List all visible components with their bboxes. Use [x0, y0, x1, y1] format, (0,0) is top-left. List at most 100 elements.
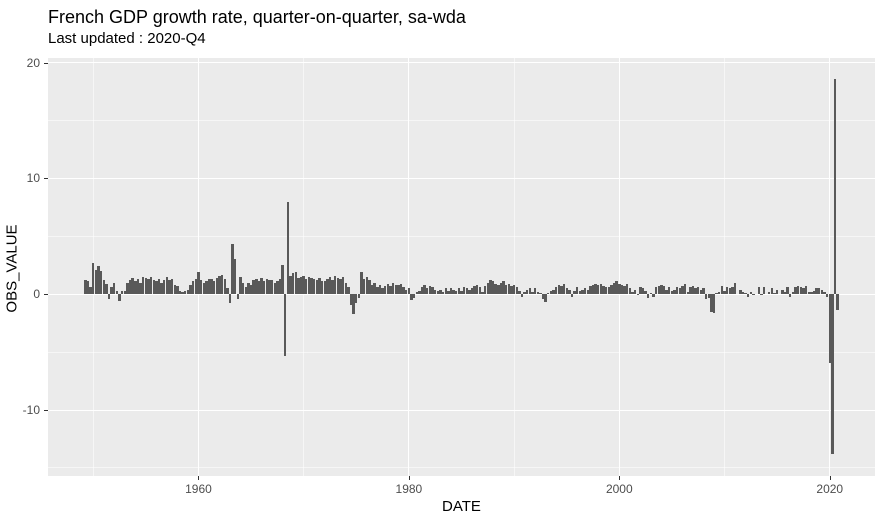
bar	[636, 294, 639, 296]
bar	[568, 289, 571, 295]
bar	[741, 291, 745, 295]
bar	[810, 291, 813, 295]
bar	[491, 281, 495, 295]
bar	[786, 287, 789, 295]
bar	[173, 284, 176, 295]
bar	[836, 294, 839, 311]
bar	[739, 289, 742, 295]
bar	[349, 294, 353, 305]
bar	[107, 294, 111, 299]
x-axis-tick	[829, 476, 831, 480]
bar	[610, 284, 613, 295]
bar	[223, 279, 226, 295]
bar	[654, 287, 658, 295]
gridline-y-minor	[48, 235, 875, 237]
bar	[181, 291, 184, 295]
bar	[789, 294, 792, 297]
bar	[599, 283, 603, 295]
bar	[176, 286, 179, 295]
bar	[520, 294, 524, 297]
bar	[781, 289, 784, 295]
bar	[402, 287, 405, 295]
bar	[731, 287, 734, 295]
bar	[476, 284, 479, 295]
bar	[612, 282, 616, 295]
bar	[591, 284, 595, 295]
bar	[236, 294, 240, 299]
y-tick-label: 10	[26, 171, 40, 186]
bar	[460, 290, 463, 295]
bar	[113, 282, 116, 295]
bar	[518, 290, 521, 295]
bar	[468, 289, 471, 295]
bar	[820, 289, 824, 295]
bar	[415, 291, 418, 295]
bar	[294, 272, 297, 295]
chart-title: French GDP growth rate, quarter-on-quart…	[48, 7, 466, 27]
bar	[631, 291, 634, 295]
bar	[384, 286, 387, 295]
bar	[252, 280, 255, 295]
gridline-y-major	[48, 62, 875, 64]
bar	[89, 287, 92, 295]
bar	[120, 290, 124, 295]
bar	[552, 289, 555, 295]
bar	[149, 276, 153, 295]
bar	[397, 284, 400, 295]
bar	[665, 289, 668, 295]
bar	[97, 266, 100, 295]
bar	[699, 289, 703, 295]
gridline-x-major	[618, 58, 620, 476]
gridline-x-minor	[513, 58, 515, 476]
bar	[389, 286, 392, 295]
bar	[757, 287, 760, 295]
bar	[331, 280, 334, 295]
bar	[483, 286, 487, 295]
bar	[773, 293, 776, 295]
bar	[418, 290, 421, 295]
bar	[341, 276, 345, 295]
bar	[649, 293, 653, 295]
bar	[142, 276, 145, 295]
bar	[405, 289, 408, 295]
bar	[428, 286, 432, 295]
bar	[478, 287, 482, 295]
bar	[770, 288, 774, 295]
bar	[526, 289, 529, 295]
bar	[410, 294, 413, 300]
bar	[744, 293, 747, 295]
bar	[749, 291, 753, 295]
x-tick-label: 2000	[605, 482, 633, 496]
bar	[447, 290, 450, 295]
bar	[615, 281, 618, 295]
bar	[647, 294, 650, 298]
bar	[433, 289, 437, 295]
bar	[768, 291, 771, 295]
bar	[376, 287, 379, 295]
bar	[720, 286, 724, 295]
bar	[249, 284, 253, 295]
bar	[297, 278, 300, 295]
bar	[452, 289, 455, 295]
bar	[344, 282, 347, 295]
bar	[228, 294, 232, 304]
bar	[202, 282, 205, 295]
bar	[244, 287, 247, 295]
bar	[218, 275, 221, 295]
bar	[215, 278, 219, 295]
bar	[160, 282, 163, 295]
bar	[794, 287, 797, 295]
bar	[455, 290, 458, 295]
bar	[170, 279, 174, 295]
bar	[507, 283, 511, 295]
bar	[184, 290, 187, 295]
bar	[668, 287, 671, 295]
bar	[489, 280, 492, 295]
bar	[339, 279, 342, 295]
bar	[302, 275, 305, 295]
bar	[531, 291, 534, 295]
bar	[626, 283, 629, 295]
bar	[220, 274, 224, 295]
bar	[502, 281, 505, 295]
x-tick-label: 2020	[816, 482, 844, 496]
